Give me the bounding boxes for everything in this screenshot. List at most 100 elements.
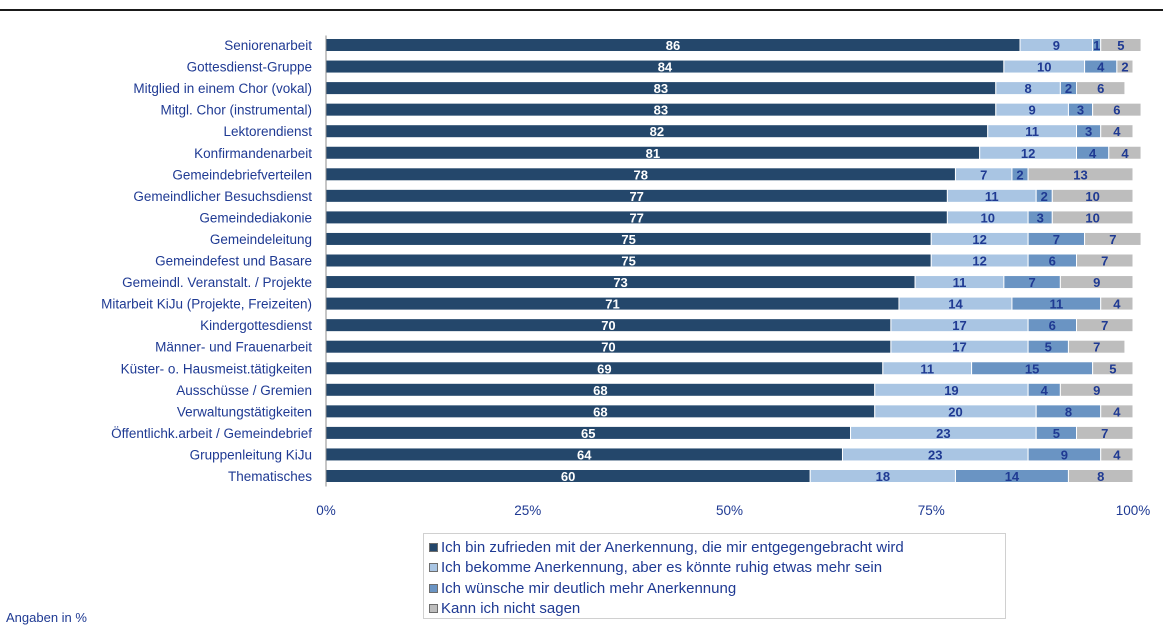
- data-label: 4: [1097, 60, 1105, 75]
- data-label: 68: [593, 383, 607, 398]
- top-rule: [0, 9, 1163, 11]
- legend-item-2: Ich bekomme Anerkennung, aber es könnte …: [429, 558, 1005, 579]
- data-label: 12: [1021, 146, 1035, 161]
- data-label: 9: [1061, 447, 1068, 462]
- data-label: 4: [1089, 146, 1097, 161]
- data-label: 78: [633, 167, 647, 182]
- data-label: 3: [1085, 124, 1092, 139]
- category-label: Mitarbeit KiJu (Projekte, Freizeiten): [101, 297, 312, 312]
- footnote: Angaben in %: [6, 610, 87, 625]
- bar-segment-series-4: [1076, 425, 1134, 440]
- data-label: 15: [1025, 361, 1039, 376]
- category-label: Lektorendienst: [223, 124, 312, 139]
- data-label: 6: [1049, 318, 1056, 333]
- bar-segment-series-4: [1100, 404, 1134, 419]
- data-label: 7: [1101, 318, 1108, 333]
- data-label: 6: [1113, 103, 1120, 118]
- legend: Ich bin zufrieden mit der Anerkennung, d…: [423, 533, 1006, 619]
- data-label: 4: [1113, 404, 1121, 419]
- bar-segment-series-4: [1059, 382, 1134, 397]
- data-label: 5: [1053, 426, 1060, 441]
- data-label: 73: [613, 275, 627, 290]
- data-label: 77: [629, 189, 643, 204]
- category-label: Küster- o. Hausmeist.tätigkeiten: [121, 361, 312, 376]
- bar-segment-series-4: [1092, 361, 1134, 376]
- bar-segment-series-4: [1067, 469, 1134, 483]
- data-label: 81: [646, 146, 660, 161]
- x-tick-label: 100%: [1116, 503, 1151, 518]
- data-label: 69: [597, 361, 611, 376]
- data-label: 7: [1101, 254, 1108, 269]
- data-label: 3: [1077, 103, 1084, 118]
- bar-segment-series-4: [1067, 339, 1126, 354]
- data-label: 10: [981, 210, 995, 225]
- data-label: 60: [561, 469, 575, 484]
- bar-segment-series-4: [1051, 210, 1134, 225]
- data-label: 13: [1073, 167, 1087, 182]
- category-label: Mitgl. Chor (instrumental): [160, 103, 312, 118]
- category-label: Gruppenleitung KiJu: [190, 447, 312, 462]
- bar-segment-series-4: [1027, 167, 1134, 182]
- data-label: 5: [1117, 38, 1124, 53]
- x-tick-label: 0%: [316, 503, 336, 518]
- category-label: Kindergottesdienst: [200, 318, 312, 333]
- category-label: Gottesdienst-Gruppe: [187, 60, 312, 75]
- category-label: Öffentlichk.arbeit / Gemeindebrief: [111, 426, 312, 441]
- data-label: 84: [658, 60, 673, 75]
- data-label: 5: [1109, 361, 1116, 376]
- data-label: 10: [1037, 60, 1051, 75]
- data-label: 18: [876, 469, 890, 484]
- data-label: 23: [936, 426, 950, 441]
- bar-segment-series-4: [1092, 102, 1142, 117]
- bar-segment-series-4: [1084, 231, 1142, 246]
- bar-segment-series-4: [1076, 253, 1134, 268]
- data-label: 7: [1109, 232, 1116, 247]
- data-label: 83: [654, 103, 668, 118]
- data-label: 4: [1041, 383, 1049, 398]
- category-label: Männer- und Frauenarbeit: [155, 340, 312, 355]
- legend-swatch: [429, 563, 438, 573]
- x-tick-label: 25%: [514, 503, 541, 518]
- data-label: 8: [1024, 81, 1031, 96]
- data-label: 17: [952, 340, 966, 355]
- data-label: 6: [1097, 81, 1104, 96]
- category-label: Thematisches: [228, 469, 312, 484]
- data-label: 1: [1093, 38, 1100, 53]
- data-label: 2: [1065, 81, 1072, 96]
- category-label: Konfirmandenarbeit: [194, 146, 312, 161]
- bar-segment-series-4: [1076, 318, 1134, 333]
- bar-segment-series-4: [1100, 296, 1134, 311]
- data-label: 9: [1053, 38, 1060, 53]
- data-label: 11: [1025, 124, 1039, 139]
- bar-segment-series-4: [1100, 38, 1142, 52]
- data-label: 7: [1101, 426, 1108, 441]
- data-label: 7: [1029, 275, 1036, 290]
- data-label: 70: [601, 340, 615, 355]
- data-label: 75: [621, 232, 635, 247]
- data-label: 23: [928, 447, 942, 462]
- data-label: 7: [1053, 232, 1060, 247]
- data-label: 5: [1045, 340, 1052, 355]
- data-label: 70: [601, 318, 615, 333]
- data-label: 11: [1049, 297, 1063, 312]
- data-label: 11: [920, 361, 934, 376]
- data-label: 4: [1113, 297, 1121, 312]
- data-label: 10: [1085, 189, 1099, 204]
- data-label: 20: [948, 404, 962, 419]
- x-tick-label: 50%: [716, 503, 743, 518]
- legend-item-1: Ich bin zufrieden mit der Anerkennung, d…: [429, 537, 1005, 558]
- legend-label: Ich wünsche mir deutlich mehr Anerkennun…: [441, 579, 737, 597]
- data-label: 83: [654, 81, 668, 96]
- legend-label: Kann ich nicht sagen: [441, 600, 581, 618]
- x-tick-label: 75%: [918, 503, 945, 518]
- data-label: 11: [953, 275, 967, 290]
- category-label: Gemeindeleitung: [210, 232, 312, 247]
- bar-segment-series-4: [1116, 59, 1134, 74]
- data-label: 8: [1097, 469, 1104, 484]
- category-label: Ausschüsse / Gremien: [176, 383, 312, 398]
- data-label: 11: [985, 189, 999, 204]
- data-label: 14: [948, 297, 963, 312]
- category-label: Gemeindediakonie: [199, 210, 312, 225]
- data-label: 68: [593, 404, 607, 419]
